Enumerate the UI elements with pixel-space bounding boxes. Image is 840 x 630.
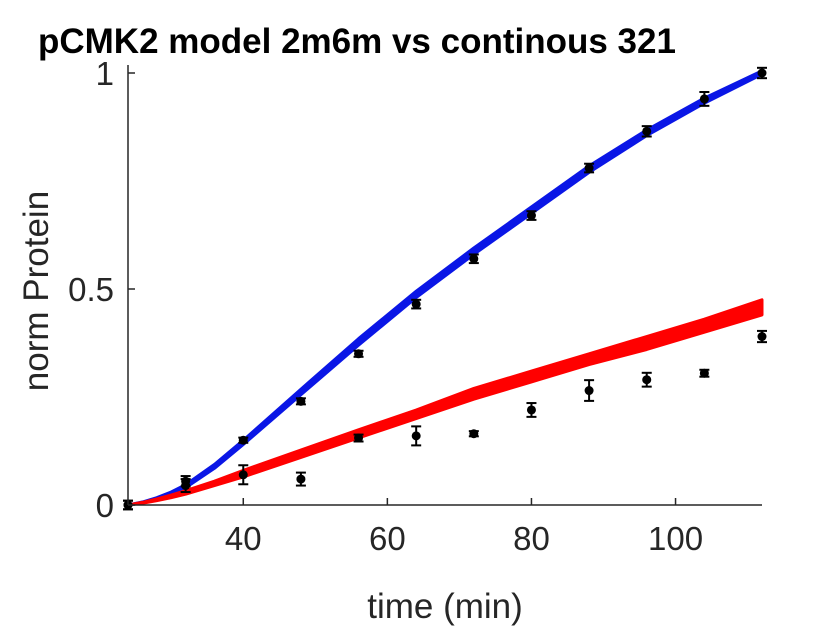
y-tick-label: 0	[96, 487, 114, 524]
data-point	[296, 474, 306, 484]
data-point	[699, 368, 709, 378]
data-point	[238, 435, 248, 445]
data-point	[238, 470, 248, 480]
data-point	[411, 431, 421, 441]
data-point	[584, 386, 594, 396]
data-point	[757, 68, 767, 78]
data-point	[526, 211, 536, 221]
data-point	[469, 429, 479, 439]
x-tick-label: 40	[225, 520, 262, 557]
data-point	[296, 396, 306, 406]
data-point	[411, 299, 421, 309]
data-point	[699, 94, 709, 104]
data-point	[354, 349, 364, 359]
x-axis-label: time (min)	[367, 587, 523, 626]
chart-title: pCMK2 model 2m6m vs continous 321	[38, 22, 676, 61]
x-tick-label: 60	[369, 520, 406, 557]
data-point	[526, 405, 536, 415]
data-point	[642, 126, 652, 136]
data-point	[757, 332, 767, 342]
data-point	[181, 481, 191, 491]
red-model-band	[126, 298, 764, 507]
x-tick-label: 80	[513, 520, 550, 557]
y-axis-label: norm Protein	[17, 191, 56, 391]
blue-model-band	[126, 69, 764, 507]
y-tick-label: 1	[96, 55, 114, 92]
data-point	[354, 433, 364, 443]
data-point	[584, 163, 594, 173]
x-tick-label: 100	[648, 520, 703, 557]
data-point	[642, 375, 652, 385]
plot-area: 40 60 80 100 0 0.5 1	[68, 55, 767, 557]
data-point	[469, 254, 479, 264]
y-tick-label: 0.5	[68, 271, 114, 308]
